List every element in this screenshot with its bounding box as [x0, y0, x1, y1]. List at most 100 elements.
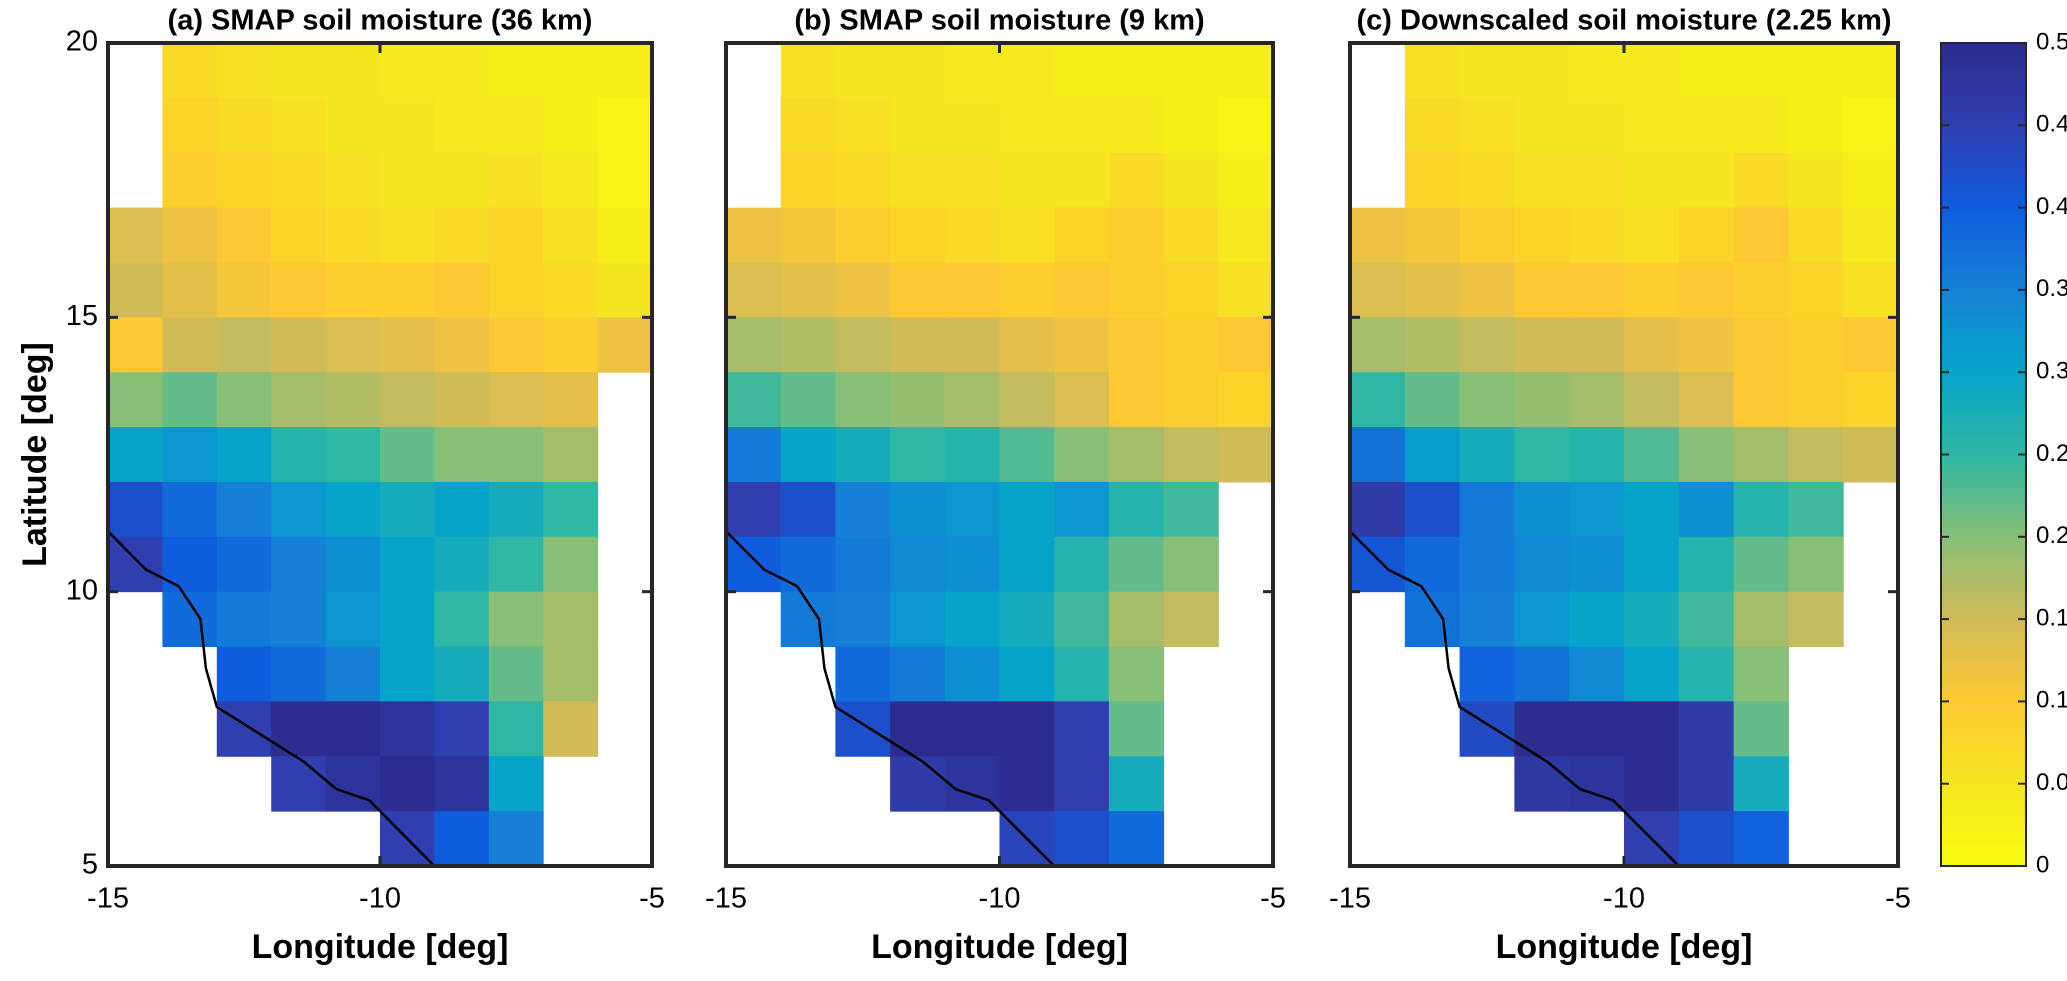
cell: [597, 97, 653, 154]
cell: [271, 97, 327, 154]
cell: [216, 591, 272, 648]
cell: [890, 207, 946, 263]
cell: [999, 481, 1055, 538]
colorbar-tick-label: 0.35: [2036, 275, 2067, 302]
cell: [1514, 536, 1570, 593]
cell: [434, 646, 490, 702]
cell: [1733, 152, 1789, 209]
cell: [1678, 646, 1735, 702]
cell: [1218, 43, 1274, 99]
cell: [1733, 207, 1789, 263]
cell: [1678, 481, 1735, 538]
colorbar-tick-label: 0.3: [2036, 358, 2067, 385]
cell: [1569, 591, 1625, 648]
cell: [108, 536, 163, 593]
cell: [1514, 646, 1570, 702]
cell: [780, 207, 836, 263]
cell: [1678, 152, 1735, 209]
cell: [543, 591, 599, 648]
cell: [999, 536, 1055, 593]
cell: [1163, 43, 1219, 99]
cell: [1624, 536, 1680, 593]
cell: [380, 262, 435, 318]
cell: [835, 372, 891, 428]
cell: [835, 207, 891, 263]
cell: [325, 207, 381, 263]
cell: [1624, 152, 1680, 209]
cell: [325, 317, 381, 373]
cell: [1404, 536, 1461, 593]
cell: [1624, 43, 1680, 99]
cell: [1843, 372, 1899, 428]
cell: [999, 372, 1055, 428]
cell: [1624, 97, 1680, 154]
cell: [1843, 262, 1899, 318]
cell: [543, 536, 599, 593]
cell: [780, 152, 836, 209]
cell: [1514, 756, 1570, 812]
cell: [1733, 97, 1789, 154]
cell: [380, 372, 435, 428]
cell: [1514, 427, 1570, 483]
cell: [434, 262, 490, 318]
cell: [1843, 317, 1899, 373]
cell: [325, 646, 381, 702]
cell: [1054, 317, 1110, 373]
cell: [1108, 646, 1165, 702]
cell: [380, 536, 435, 593]
cell: [1624, 427, 1680, 483]
y-tick-label: 20: [66, 26, 98, 58]
cell: [434, 701, 490, 757]
cell: [1678, 756, 1735, 812]
colorbar-tick-label: 0.05: [2036, 769, 2067, 796]
cell: [1108, 536, 1165, 593]
cell: [780, 536, 836, 593]
cell: [1843, 427, 1899, 483]
cell: [1678, 372, 1735, 428]
cell: [597, 207, 653, 263]
cell: [1624, 591, 1680, 648]
cell: [271, 481, 327, 538]
cell: [488, 317, 544, 373]
cell: [1514, 97, 1570, 154]
cell: [1733, 646, 1789, 702]
cell: [162, 207, 218, 263]
colorbar-tick-label: 0: [2036, 851, 2049, 878]
cell: [944, 317, 1000, 373]
cell: [1788, 536, 1844, 593]
cell: [780, 372, 836, 428]
cell: [1054, 591, 1110, 648]
cell: [216, 701, 272, 757]
cell: [1163, 207, 1219, 263]
cell: [835, 43, 891, 99]
cell: [999, 591, 1055, 648]
cell: [1733, 536, 1789, 593]
cell: [1218, 207, 1274, 263]
cell: [1218, 317, 1274, 373]
cell: [890, 646, 946, 702]
cell: [1624, 756, 1680, 812]
cell: [488, 811, 544, 867]
cell: [1459, 701, 1515, 757]
cell: [543, 481, 599, 538]
cell: [434, 43, 490, 99]
cell: [1678, 207, 1735, 263]
cell: [1569, 481, 1625, 538]
cell: [1624, 262, 1680, 318]
cell: [944, 152, 1000, 209]
cell: [1733, 811, 1789, 867]
cell: [271, 646, 327, 702]
cell: [1624, 646, 1680, 702]
cell: [1404, 97, 1461, 154]
cell: [944, 646, 1000, 702]
cell: [434, 811, 490, 867]
x-tick-label: -15: [1329, 883, 1371, 915]
cell: [271, 427, 327, 483]
cell: [543, 97, 599, 154]
cell: [434, 207, 490, 263]
cell: [325, 262, 381, 318]
cell: [1108, 701, 1165, 757]
cell: [1404, 43, 1461, 99]
coastline: [107, 530, 436, 867]
